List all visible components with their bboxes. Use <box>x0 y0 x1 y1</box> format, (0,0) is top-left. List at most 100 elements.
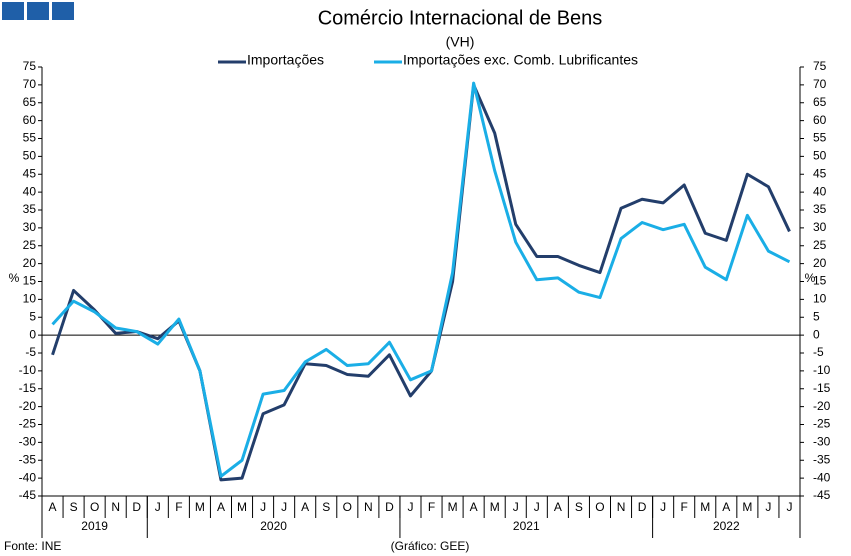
y2-tick-label: 70 <box>813 77 827 91</box>
x-tick-label: J <box>281 500 287 514</box>
y2-tick-label: 75 <box>813 59 827 73</box>
x-tick-label: N <box>617 500 626 514</box>
x-tick-label: O <box>343 500 352 514</box>
y2-tick-label: 55 <box>813 131 827 145</box>
x-tick-label: A <box>301 500 309 514</box>
y2-tick-label: 50 <box>813 149 827 163</box>
year-label: 2020 <box>260 519 287 533</box>
y2-tick-label: -25 <box>813 417 831 431</box>
y-tick-label: 40 <box>23 184 37 198</box>
y-tick-label: 10 <box>23 292 37 306</box>
x-tick-label: M <box>700 500 710 514</box>
year-label: 2021 <box>513 519 540 533</box>
x-tick-label: M <box>448 500 458 514</box>
x-tick-label: F <box>428 500 435 514</box>
x-tick-label: A <box>554 500 562 514</box>
y2-tick-label: -30 <box>813 435 831 449</box>
y-tick-label: 50 <box>23 149 37 163</box>
x-tick-label: O <box>90 500 99 514</box>
x-tick-label: S <box>575 500 583 514</box>
y-tick-label: -25 <box>19 417 37 431</box>
legend-label: Importações <box>247 52 324 68</box>
x-tick-label: D <box>132 500 141 514</box>
y2-tick-label: 65 <box>813 95 827 109</box>
y-tick-label: 25 <box>23 238 37 252</box>
x-tick-label: M <box>490 500 500 514</box>
x-tick-label: F <box>681 500 688 514</box>
chart-subtitle: (VH) <box>446 34 475 50</box>
y-tick-label: -15 <box>19 381 37 395</box>
x-tick-label: J <box>260 500 266 514</box>
source: Fonte: INE <box>4 539 61 553</box>
y2-tick-label: 40 <box>813 184 827 198</box>
x-tick-label: O <box>595 500 604 514</box>
y-tick-label: 70 <box>23 77 37 91</box>
y2-tick-label: 5 <box>813 309 820 323</box>
y2-tick-label: 10 <box>813 292 827 306</box>
y-tick-label: -45 <box>19 488 37 502</box>
x-tick-label: M <box>237 500 247 514</box>
x-tick-label: A <box>217 500 225 514</box>
y-tick-label: 45 <box>23 166 37 180</box>
y-tick-label: 55 <box>23 131 37 145</box>
x-tick-label: J <box>786 500 792 514</box>
x-tick-label: D <box>385 500 394 514</box>
x-tick-label: J <box>765 500 771 514</box>
y-tick-label: -5 <box>25 345 36 359</box>
year-label: 2019 <box>81 519 108 533</box>
x-tick-label: A <box>722 500 730 514</box>
x-tick-label: M <box>195 500 205 514</box>
y-tick-label: 60 <box>23 113 37 127</box>
y2-tick-label: 20 <box>813 256 827 270</box>
y2-tick-label: -5 <box>813 345 824 359</box>
x-tick-label: A <box>470 500 478 514</box>
x-tick-label: F <box>175 500 182 514</box>
y-tick-label: 65 <box>23 95 37 109</box>
x-tick-label: J <box>407 500 413 514</box>
y-tick-label: 35 <box>23 202 37 216</box>
y2-tick-label: 60 <box>813 113 827 127</box>
y2-tick-label: -10 <box>813 363 831 377</box>
x-tick-label: N <box>364 500 373 514</box>
y-tick-label: 30 <box>23 220 37 234</box>
line-series <box>51 83 791 482</box>
chart-title: Comércio Internacional de Bens <box>318 7 603 29</box>
x-tick-label: S <box>322 500 330 514</box>
logo-square <box>27 2 49 20</box>
y2-tick-label: -15 <box>813 381 831 395</box>
y-tick-label: -40 <box>19 470 37 484</box>
x-tick-label: J <box>660 500 666 514</box>
logo-square <box>52 2 74 20</box>
y-tick-label: -20 <box>19 399 37 413</box>
y2-tick-label: 25 <box>813 238 827 252</box>
x-tick-label: N <box>111 500 120 514</box>
y-tick-label: -30 <box>19 435 37 449</box>
legend-label: Importações exc. Comb. Lubrificantes <box>403 52 638 68</box>
y-tick-label: -10 <box>19 363 37 377</box>
year-label: 2022 <box>713 519 740 533</box>
y2-tick-label: -40 <box>813 470 831 484</box>
y-tick-label: 0 <box>29 327 36 341</box>
y2-tick-label: -45 <box>813 488 831 502</box>
y2-tick-label: 15 <box>813 274 827 288</box>
x-tick-label: A <box>49 500 57 514</box>
x-tick-label: J <box>155 500 161 514</box>
credit: (Gráfico: GEE) <box>391 539 470 553</box>
y2-tick-label: 35 <box>813 202 827 216</box>
y-tick-label: 15 <box>23 274 37 288</box>
line-series <box>51 81 791 478</box>
y2-tick-label: 0 <box>813 327 820 341</box>
y2-tick-label: -20 <box>813 399 831 413</box>
x-tick-label: D <box>638 500 647 514</box>
y-tick-label: 5 <box>29 309 36 323</box>
logo-square <box>2 2 24 20</box>
y2-tick-label: 30 <box>813 220 827 234</box>
y2-axis-label: % <box>805 271 816 285</box>
x-tick-label: M <box>742 500 752 514</box>
x-tick-label: J <box>513 500 519 514</box>
x-tick-label: J <box>534 500 540 514</box>
y2-tick-label: 45 <box>813 166 827 180</box>
y-axis-label: % <box>9 271 20 285</box>
x-tick-label: S <box>70 500 78 514</box>
